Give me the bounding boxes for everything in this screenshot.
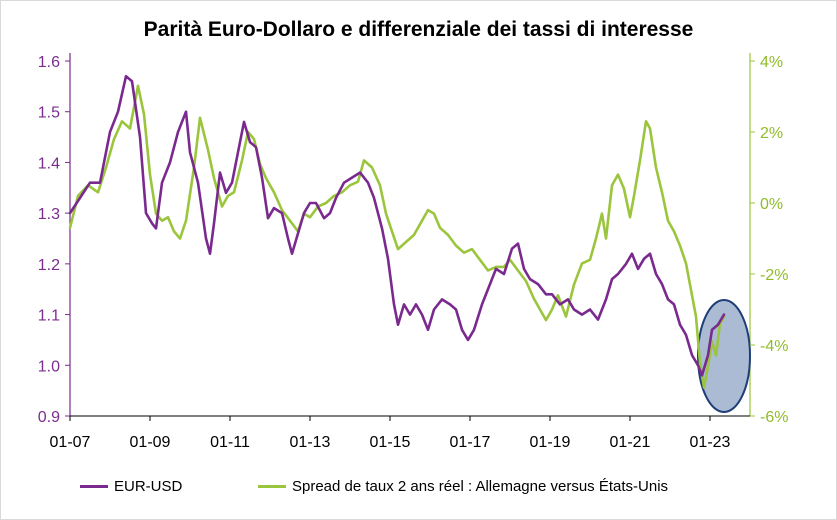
series-line-spread	[68, 84, 726, 389]
right-tick-label: 4%	[760, 54, 783, 71]
x-tick-label: 01-11	[210, 434, 250, 451]
series-line-eurusd	[68, 74, 726, 377]
legend-label-eurusd: EUR-USD	[114, 478, 183, 495]
right-tick-label: -2%	[760, 267, 788, 284]
highlight-ellipse-layer	[697, 299, 751, 413]
series-layer	[68, 74, 726, 389]
x-tick-label: 01-23	[690, 434, 731, 451]
x-tick-label: 01-09	[130, 434, 171, 451]
highlight-ellipse	[697, 299, 751, 413]
x-tick-label: 01-07	[50, 434, 91, 451]
left-tick-label: 1.6	[38, 54, 60, 71]
right-axis-ticks: -6% -4% -2% 0% 2% 4%	[750, 54, 788, 426]
right-tick-label: -4%	[760, 338, 788, 355]
left-tick-label: 1.0	[38, 358, 60, 375]
left-tick-label: 0.9	[38, 409, 60, 426]
x-tick-label: 01-15	[370, 434, 411, 451]
legend-swatch-spread	[258, 485, 286, 488]
left-tick-label: 1.2	[38, 257, 60, 274]
legend-item-eurusd: EUR-USD	[80, 478, 182, 495]
left-tick-label: 1.3	[38, 206, 60, 223]
right-tick-label: 0%	[760, 196, 783, 213]
left-tick-label: 1.5	[38, 105, 60, 122]
left-axis-ticks: 0.9 1.0 1.1 1.2 1.3 1.4 1.5 1.6	[38, 54, 70, 426]
legend-label-spread: Spread de taux 2 ans réel : Allemagne ve…	[292, 478, 669, 495]
left-tick-label: 1.4	[38, 155, 60, 172]
right-tick-label: -6%	[760, 409, 788, 426]
legend-swatch-eurusd	[80, 485, 108, 488]
x-tick-label: 01-21	[610, 434, 651, 451]
x-axis-ticks: 01-07 01-09 01-11 01-13 01-15 01-17 01-19 01-21…	[50, 416, 731, 451]
axes	[69, 53, 751, 417]
chart-title: Parità Euro-Dollaro e differenziale dei …	[143, 18, 694, 41]
x-tick-label: 01-13	[290, 434, 331, 451]
right-tick-label: 2%	[760, 125, 783, 142]
x-tick-label: 01-17	[450, 434, 491, 451]
legend-item-spread: Spread de taux 2 ans réel : Allemagne ve…	[258, 478, 668, 495]
x-tick-label: 01-19	[530, 434, 571, 451]
left-tick-label: 1.1	[38, 308, 60, 325]
